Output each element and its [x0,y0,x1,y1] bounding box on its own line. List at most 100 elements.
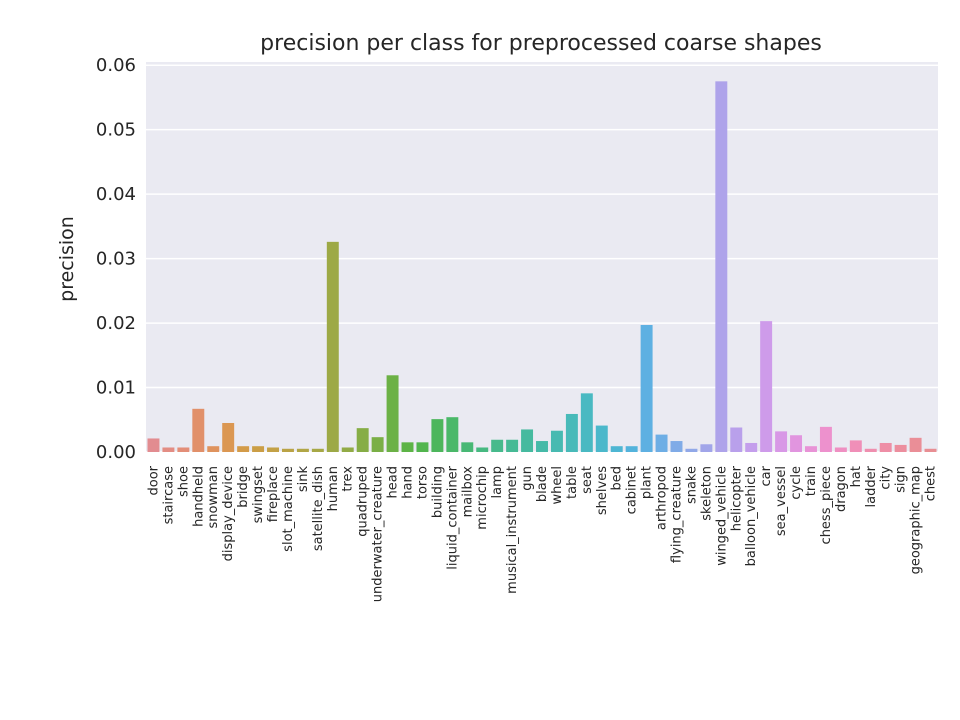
x-tick-label: geographic_map [909,466,924,574]
bars [147,81,937,453]
bar-display-device [222,422,235,452]
bar-train [805,446,817,452]
bar-arthropod [655,434,668,452]
x-tick-label: hat [849,466,864,487]
bar-snake [685,448,698,452]
x-tick-label: bed [610,466,625,491]
bar-seat [580,393,593,452]
bar-city [879,442,892,452]
bar-human [326,241,339,452]
x-tick-label: swingset [251,466,266,523]
x-tick-label: wheel [550,466,565,504]
bar-sink [296,448,309,452]
x-tick-label: shoe [176,466,191,497]
bar-dragon [834,447,847,452]
y-tick-label: 0.04 [96,184,136,205]
x-tick-label: human [326,466,341,511]
bar-chest [924,448,937,452]
bar-slot-machine [281,448,294,452]
bar-microchip [476,447,489,452]
bar-mailbox [461,442,474,452]
x-tick-label: handheld [191,466,206,527]
x-tick-label: musical_instrument [505,466,520,594]
bar-plant [640,325,653,452]
bar-cabinet [625,446,638,452]
x-tick-label: liquid_container [445,465,460,569]
bar-sign [894,444,907,452]
x-tick-label: gun [520,466,535,491]
bar-fireplace [267,447,279,452]
x-tick-label: mailbox [460,466,475,518]
bar-ladder [864,448,877,452]
bar-geographic-map [909,437,922,452]
bar-swingset [252,446,265,452]
bar-car [760,321,773,452]
x-tick-label: quadruped [356,466,371,537]
x-tick-label: building [430,466,445,518]
x-tick-label: snake [684,466,699,504]
x-tick-label: shelves [595,466,610,515]
x-tick-label: table [565,466,580,499]
x-tick-label: microchip [475,466,490,530]
x-tick-label: helicopter [729,465,744,531]
bar-hand [401,442,414,452]
bar-gun [521,429,534,452]
bar-sea-vessel [775,431,788,452]
x-tick-label: slot_machine [281,466,296,552]
bar-cycle [790,435,803,452]
bar-bridge [237,446,250,452]
x-tick-label: fireplace [266,466,281,522]
x-tick-label: sign [894,466,909,493]
bar-snowman [207,446,220,452]
x-tick-label: staircase [161,466,176,524]
x-tick-label: seat [580,466,595,494]
x-tick-label: arthropod [655,466,670,530]
x-tick-label: ladder [864,465,879,507]
y-tick-label: 0.01 [96,378,136,399]
y-tick-label: 0.06 [96,55,136,76]
bar-trex [341,447,354,452]
x-tick-label: cycle [789,466,804,500]
bar-torso [416,442,429,452]
bar-liquid-container [446,417,459,452]
bar-bed [610,446,623,452]
x-tick-label: bridge [236,466,251,508]
x-tick-label: blade [535,466,550,502]
y-tick-label: 0.03 [96,249,136,270]
bar-chess-piece [819,426,832,452]
x-tick-label: head [386,466,401,498]
x-tick-label: sea_vessel [774,466,789,536]
x-tick-label: chess_piece [819,466,834,544]
bar-table [565,413,578,452]
x-tick-label: flying_creature [669,466,684,563]
x-tick-label: hand [401,466,416,499]
bar-lamp [491,439,504,452]
y-tick-label: 0.05 [96,120,136,141]
x-tick-label: train [804,466,819,496]
x-tick-label: balloon_vehicle [744,466,759,566]
x-tick-label: car [759,465,774,486]
x-axis-ticks: door staircase shoe handheld snowman display_… [146,465,938,602]
x-tick-label: display_device [221,466,236,561]
x-tick-label: chest [924,466,939,501]
x-tick-label: torso [415,466,430,499]
bar-staircase [162,447,175,452]
x-tick-label: dragon [834,466,849,512]
bar-handheld [192,408,205,452]
y-axis-ticks: 0.00 0.01 0.02 0.03 0.04 0.05 0.06 [96,55,136,463]
x-tick-label: door [146,465,161,495]
x-tick-label: satellite_dish [311,466,326,551]
x-tick-label: city [879,466,894,490]
bar-wheel [550,430,563,452]
bar-door [147,438,160,452]
x-tick-label: cabinet [625,466,640,514]
bar-quadruped [356,428,369,452]
chart-title: precision per class for preprocessed coa… [260,31,822,56]
bar-satellite-dish [311,448,324,452]
x-tick-label: sink [296,466,311,493]
bar-underwater-creature [371,437,384,452]
bar-head [386,375,399,452]
x-tick-label: winged_vehicle [714,466,729,566]
bar-building [431,419,444,452]
